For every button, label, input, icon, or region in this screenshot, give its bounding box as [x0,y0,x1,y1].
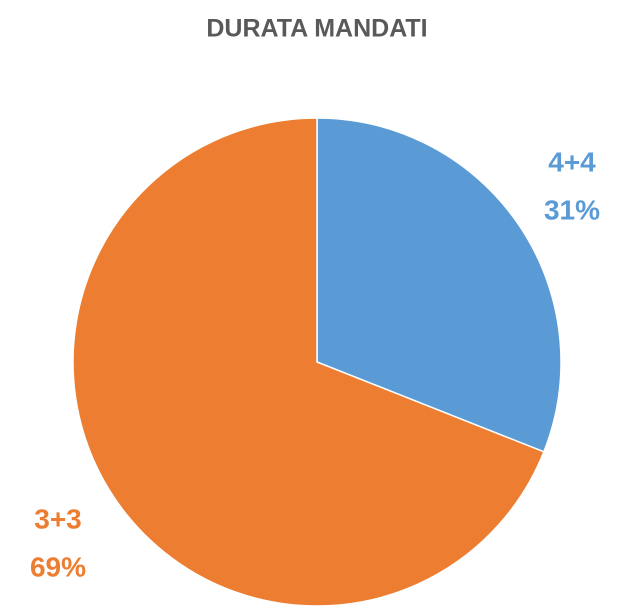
slice-category-label: 3+3 [34,503,82,534]
slice-category-label: 4+4 [548,146,596,177]
pie-slice [72,117,545,606]
chart-title: DURATA MANDATI [206,15,427,43]
slice-value-label: 69% [30,551,86,582]
slice-value-label: 31% [544,194,600,225]
pie-slice [316,117,562,453]
